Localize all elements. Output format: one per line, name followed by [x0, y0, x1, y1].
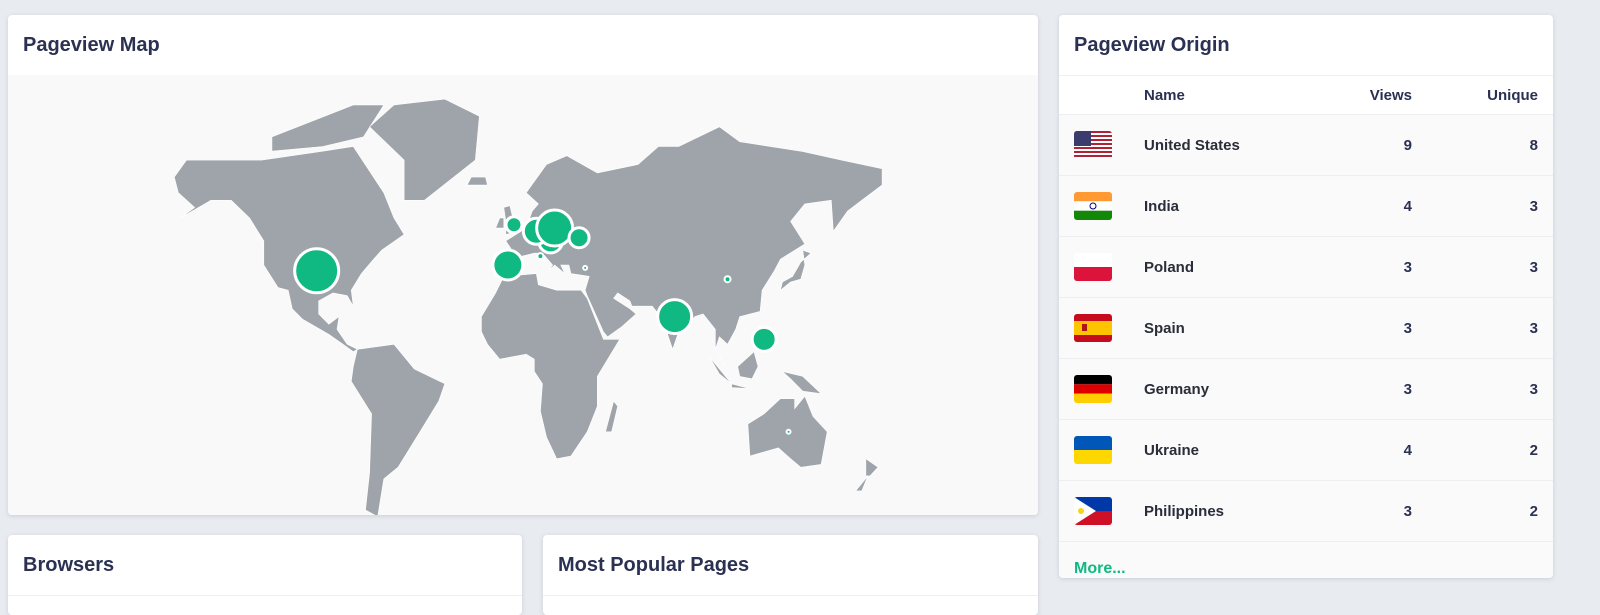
land-shape — [782, 371, 822, 395]
land-shape — [495, 217, 505, 229]
origin-table: Name Views Unique United States 9 8 Indi… — [1059, 76, 1553, 541]
views-value: 3 — [1301, 297, 1413, 359]
views-value: 3 — [1301, 236, 1413, 298]
popular-pages-title: Most Popular Pages — [543, 535, 1038, 596]
land-shape — [779, 249, 812, 292]
land-shape — [855, 475, 869, 492]
country-name: Germany — [1143, 358, 1301, 420]
land-shape — [271, 104, 385, 152]
land-shape — [495, 126, 883, 367]
marker-united-states[interactable] — [293, 247, 341, 295]
marker-united-kingdom[interactable] — [504, 215, 524, 235]
us-flag-icon — [1074, 131, 1112, 159]
column-name[interactable]: Name — [1144, 86, 1185, 104]
marker-australia[interactable] — [785, 428, 792, 435]
land-shape — [708, 356, 732, 385]
column-unique[interactable]: Unique — [1487, 86, 1538, 104]
world-map-svg — [173, 98, 883, 515]
land-shape — [173, 146, 405, 353]
browsers-title: Browsers — [8, 535, 522, 596]
table-row[interactable]: Spain 3 3 — [1059, 297, 1553, 359]
popular-pages-card: Most Popular Pages — [543, 535, 1038, 615]
marker-philippines[interactable] — [750, 325, 778, 353]
land-shape — [350, 343, 446, 515]
pageview-map-card: Pageview Map — [8, 15, 1038, 515]
table-row[interactable]: Germany 3 3 — [1059, 358, 1553, 420]
pageview-origin-title: Pageview Origin — [1059, 15, 1553, 76]
country-name: India — [1143, 175, 1301, 237]
pageview-map-title: Pageview Map — [8, 15, 1038, 76]
unique-value: 3 — [1413, 297, 1553, 359]
table-row[interactable]: Philippines 3 2 — [1059, 480, 1553, 541]
table-row[interactable]: Ukraine 4 2 — [1059, 419, 1553, 481]
world-map[interactable] — [8, 75, 1038, 515]
unique-value: 3 — [1413, 358, 1553, 420]
de-flag-icon — [1074, 375, 1112, 403]
country-name: United States — [1143, 114, 1301, 176]
ph-flag-icon — [1074, 497, 1112, 525]
ua-flag-icon — [1074, 436, 1112, 464]
column-views[interactable]: Views — [1369, 86, 1412, 104]
browsers-card: Browsers — [8, 535, 522, 615]
country-name: Poland — [1143, 236, 1301, 298]
unique-value: 3 — [1413, 236, 1553, 298]
unique-value: 3 — [1413, 175, 1553, 237]
land-shape — [466, 176, 488, 186]
table-row[interactable]: India 4 3 — [1059, 175, 1553, 237]
land-shape — [605, 400, 619, 433]
land-shape — [731, 383, 750, 390]
country-name: Philippines — [1143, 480, 1301, 541]
views-value: 4 — [1301, 419, 1413, 481]
marker-china[interactable] — [723, 275, 732, 284]
marker-poland[interactable] — [535, 208, 575, 248]
pageview-origin-card: Pageview Origin Name Views Unique United… — [1059, 15, 1553, 578]
country-name: Spain — [1143, 297, 1301, 359]
unique-value: 8 — [1413, 114, 1553, 176]
es-flag-icon — [1074, 314, 1112, 342]
more-link[interactable]: More... — [1059, 541, 1553, 578]
land-shape — [865, 458, 879, 477]
views-value: 9 — [1301, 114, 1413, 176]
unique-value: 2 — [1413, 419, 1553, 481]
marker-italy[interactable] — [536, 252, 545, 261]
land-shape — [737, 351, 759, 380]
views-value: 3 — [1301, 480, 1413, 541]
views-value: 3 — [1301, 358, 1413, 420]
table-row[interactable]: United States 9 8 — [1059, 114, 1553, 176]
land-shape — [369, 98, 480, 201]
table-row[interactable]: Poland 3 3 — [1059, 236, 1553, 298]
pl-flag-icon — [1074, 253, 1112, 281]
marker-india[interactable] — [656, 298, 694, 336]
table-header-row: Name Views Unique — [1059, 76, 1553, 115]
land-shape — [481, 273, 621, 460]
marker-ukraine[interactable] — [567, 226, 591, 250]
in-flag-icon — [1074, 192, 1112, 220]
unique-value: 2 — [1413, 480, 1553, 541]
marker-turkey[interactable] — [582, 264, 589, 271]
country-name: Ukraine — [1143, 419, 1301, 481]
views-value: 4 — [1301, 175, 1413, 237]
marker-spain[interactable] — [491, 248, 525, 282]
